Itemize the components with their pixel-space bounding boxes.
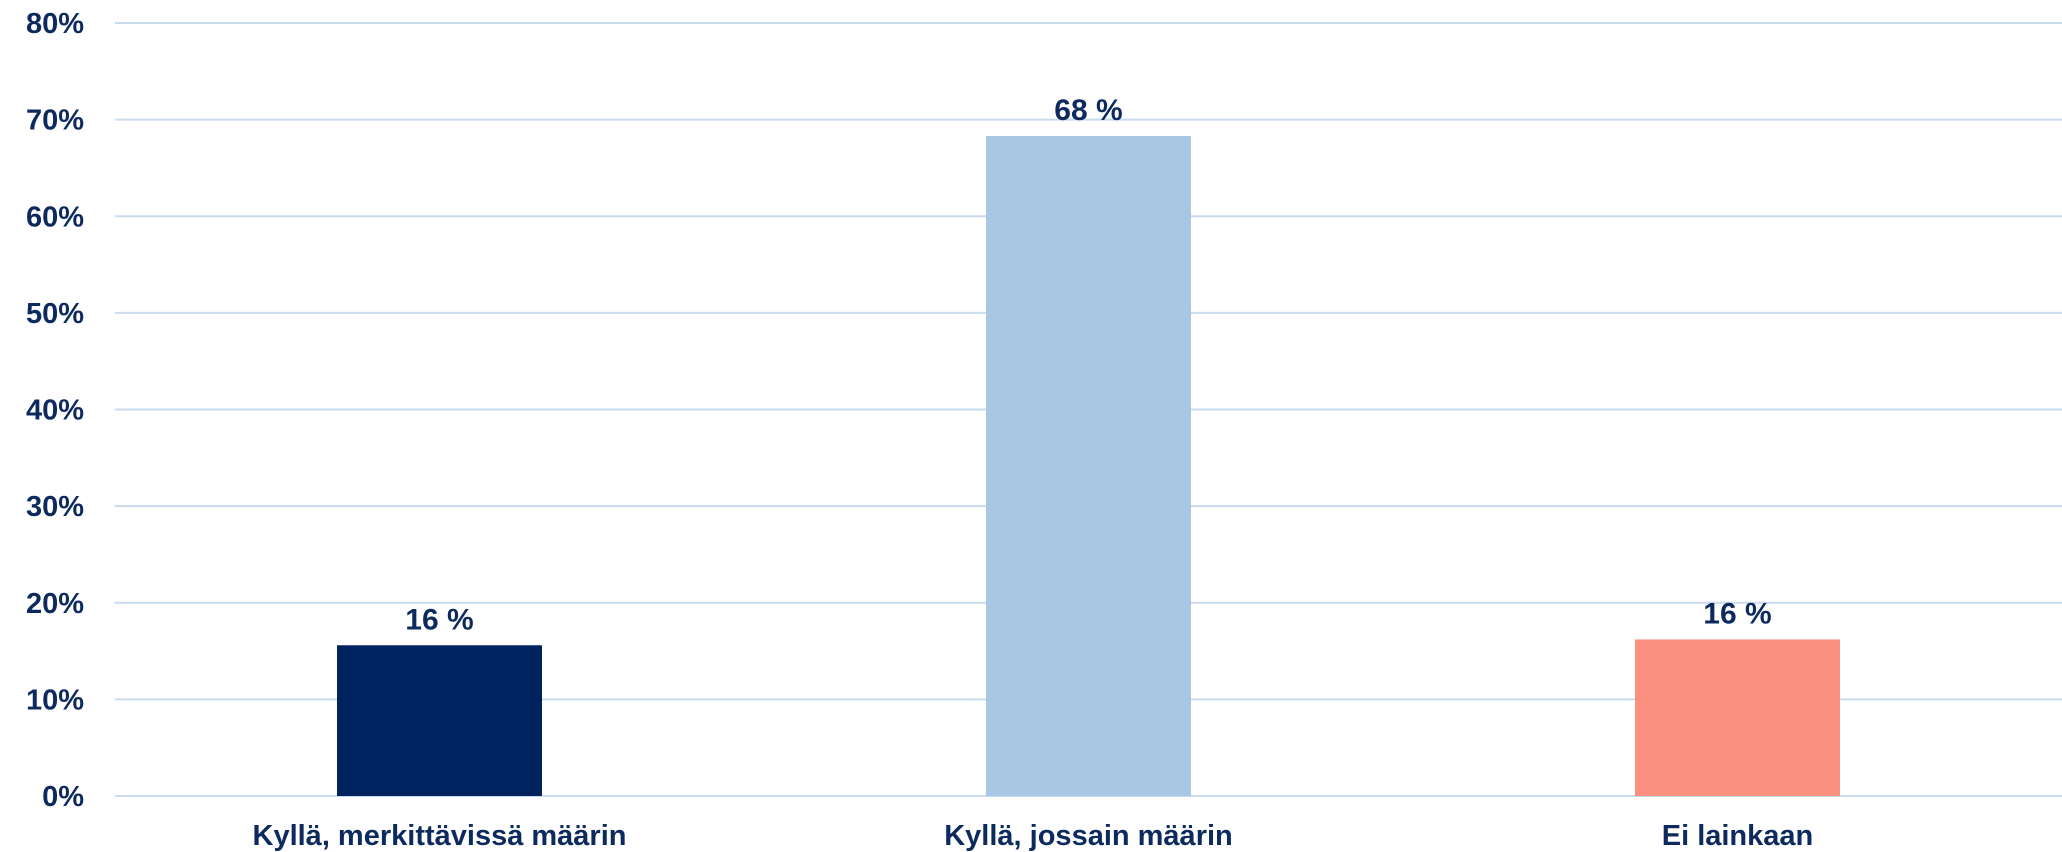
bar-0 bbox=[337, 645, 542, 796]
data-label-2: 16 % bbox=[1703, 597, 1771, 630]
y-tick-label: 80% bbox=[26, 8, 84, 40]
y-tick-label: 10% bbox=[26, 684, 84, 716]
category-label-2: Ei lainkaan bbox=[1662, 820, 1814, 852]
bar-1 bbox=[986, 136, 1191, 796]
y-tick-label: 40% bbox=[26, 395, 84, 427]
y-tick-label: 0% bbox=[42, 781, 84, 813]
bars bbox=[337, 136, 1840, 796]
data-label-1: 68 % bbox=[1054, 94, 1122, 127]
category-label-1: Kyllä, jossain määrin bbox=[944, 820, 1233, 852]
category-label-0: Kyllä, merkittävissä määrin bbox=[253, 820, 627, 852]
y-axis-tick-labels: 0% 10% 20% 30% 40% 50% 60% 70% 80% bbox=[26, 8, 84, 813]
y-tick-label: 20% bbox=[26, 588, 84, 620]
data-labels: 16 % 68 % 16 % bbox=[405, 94, 1771, 636]
data-label-0: 16 % bbox=[405, 603, 473, 636]
y-tick-label: 70% bbox=[26, 105, 84, 137]
bar-2 bbox=[1635, 639, 1840, 796]
category-labels: Kyllä, merkittävissä määrin Kyllä, jossai… bbox=[253, 820, 1814, 852]
y-tick-label: 50% bbox=[26, 298, 84, 330]
y-tick-label: 30% bbox=[26, 491, 84, 523]
y-tick-label: 60% bbox=[26, 201, 84, 233]
